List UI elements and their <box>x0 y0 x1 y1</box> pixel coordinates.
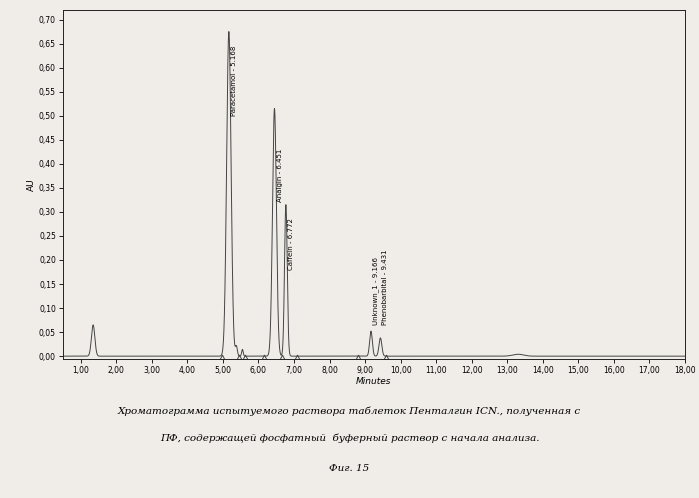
Text: ПФ, содержащей фосфатный  буферный раствор с начала анализа.: ПФ, содержащей фосфатный буферный раство… <box>160 433 539 443</box>
Y-axis label: AU: AU <box>27 178 36 191</box>
Text: Фиг. 15: Фиг. 15 <box>329 464 370 473</box>
Text: Paracetamol - 5.168: Paracetamol - 5.168 <box>231 45 237 116</box>
Text: Caffein - 6.772: Caffein - 6.772 <box>288 218 294 269</box>
X-axis label: Minutes: Minutes <box>356 377 391 386</box>
Text: Phenobarbital - 9.431: Phenobarbital - 9.431 <box>382 249 388 325</box>
Text: Unknown_1 - 9.166: Unknown_1 - 9.166 <box>373 257 379 325</box>
Text: Хроматограмма испытуемого раствора таблеток Пенталгин ICN., полученная с: Хроматограмма испытуемого раствора табле… <box>118 406 581 416</box>
Text: Analgin - 6.451: Analgin - 6.451 <box>277 149 282 202</box>
